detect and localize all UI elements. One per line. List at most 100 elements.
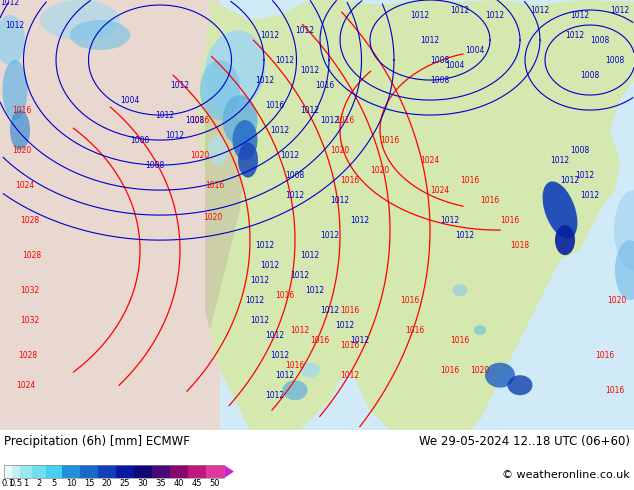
Text: 1024: 1024 — [430, 186, 450, 195]
Text: 1016: 1016 — [340, 306, 359, 315]
Text: 1012: 1012 — [560, 175, 579, 185]
Text: 1012: 1012 — [550, 156, 569, 165]
Text: 1012: 1012 — [290, 270, 309, 280]
Text: 1020: 1020 — [13, 146, 32, 154]
Text: 35: 35 — [156, 479, 166, 488]
Text: 1012: 1012 — [171, 80, 190, 90]
Ellipse shape — [223, 95, 257, 145]
Text: 1012: 1012 — [165, 130, 184, 140]
Text: 1004: 1004 — [445, 61, 465, 70]
Bar — [0, 0, 220, 430]
Text: 1012: 1012 — [250, 316, 269, 325]
Text: 1012: 1012 — [245, 295, 264, 305]
Text: 1008: 1008 — [571, 146, 590, 154]
Text: 1016: 1016 — [340, 175, 359, 185]
Text: 1012: 1012 — [6, 21, 25, 29]
Text: 1008: 1008 — [580, 71, 600, 79]
Text: 1012: 1012 — [566, 30, 585, 40]
Text: 1012: 1012 — [320, 231, 340, 240]
Bar — [32, 465, 46, 478]
Text: 1016: 1016 — [266, 100, 285, 110]
Text: 1020: 1020 — [330, 146, 349, 154]
Text: 1012: 1012 — [301, 66, 320, 74]
Bar — [170, 465, 188, 478]
Text: 1016: 1016 — [595, 351, 614, 360]
Ellipse shape — [40, 0, 120, 40]
Text: 1012: 1012 — [611, 5, 630, 15]
Text: 1012: 1012 — [486, 10, 505, 20]
Text: 1020: 1020 — [470, 366, 489, 375]
Bar — [98, 465, 116, 478]
Text: 1012: 1012 — [275, 55, 295, 65]
Text: 1032: 1032 — [20, 286, 39, 294]
Text: 1024: 1024 — [15, 181, 35, 190]
Text: 1012: 1012 — [301, 105, 320, 115]
Ellipse shape — [70, 20, 130, 50]
Text: 5: 5 — [51, 479, 56, 488]
Text: © weatheronline.co.uk: © weatheronline.co.uk — [502, 470, 630, 480]
Text: 1012: 1012 — [576, 171, 595, 180]
Ellipse shape — [507, 375, 533, 395]
Text: 1012: 1012 — [340, 371, 359, 380]
Text: 1016: 1016 — [190, 116, 210, 124]
Text: 1012: 1012 — [290, 326, 309, 335]
Text: 1016: 1016 — [500, 216, 520, 224]
Ellipse shape — [283, 380, 307, 400]
Text: 1012: 1012 — [266, 331, 285, 340]
Ellipse shape — [615, 240, 634, 300]
Bar — [134, 465, 152, 478]
Bar — [152, 465, 170, 478]
Text: Precipitation (6h) [mm] ECMWF: Precipitation (6h) [mm] ECMWF — [4, 435, 190, 448]
Text: 1008: 1008 — [430, 75, 450, 85]
Bar — [206, 465, 224, 478]
Text: 1012: 1012 — [320, 116, 340, 124]
Text: 1020: 1020 — [204, 213, 223, 221]
Text: 1: 1 — [23, 479, 29, 488]
Text: 15: 15 — [84, 479, 94, 488]
Text: 1018: 1018 — [510, 241, 529, 249]
Text: 1012: 1012 — [410, 10, 430, 20]
Text: 50: 50 — [210, 479, 220, 488]
Text: 1032: 1032 — [20, 316, 39, 325]
Text: 1016: 1016 — [441, 366, 460, 375]
Text: 1016: 1016 — [315, 80, 335, 90]
Ellipse shape — [555, 225, 575, 255]
Ellipse shape — [0, 15, 25, 65]
Text: 1008: 1008 — [605, 55, 624, 65]
Text: 1016: 1016 — [311, 336, 330, 344]
Text: 1012: 1012 — [280, 150, 299, 160]
Text: 1012: 1012 — [581, 191, 600, 199]
Text: 1004: 1004 — [120, 96, 139, 104]
Text: 1012: 1012 — [256, 75, 275, 85]
Ellipse shape — [300, 363, 320, 378]
Text: 1012: 1012 — [256, 241, 275, 249]
Text: 1012: 1012 — [531, 5, 550, 15]
Ellipse shape — [3, 60, 27, 120]
Text: 45: 45 — [191, 479, 202, 488]
Text: 0.5: 0.5 — [10, 479, 23, 488]
Text: 10: 10 — [66, 479, 76, 488]
Text: 1028: 1028 — [20, 216, 39, 224]
Text: 1016: 1016 — [481, 196, 500, 205]
Bar — [4, 465, 224, 478]
Text: 1012: 1012 — [285, 191, 304, 199]
Text: 1016: 1016 — [13, 105, 32, 115]
Text: 1012: 1012 — [335, 320, 354, 330]
Ellipse shape — [205, 30, 266, 110]
Bar — [4, 465, 12, 478]
Text: 1008: 1008 — [185, 116, 205, 124]
Text: 1016: 1016 — [460, 175, 480, 185]
Text: 1028: 1028 — [18, 351, 37, 360]
Text: 1016: 1016 — [405, 326, 425, 335]
Text: 1012: 1012 — [351, 216, 370, 224]
Bar — [116, 465, 134, 478]
Text: 1012: 1012 — [295, 25, 314, 34]
Text: 40: 40 — [174, 479, 184, 488]
Text: 1012: 1012 — [301, 250, 320, 260]
Text: 1012: 1012 — [330, 196, 349, 205]
Text: 1012: 1012 — [266, 391, 285, 400]
Text: 20: 20 — [101, 479, 112, 488]
Text: 1016: 1016 — [340, 341, 359, 350]
Text: 1020: 1020 — [190, 150, 210, 160]
Text: 1008: 1008 — [285, 171, 304, 180]
